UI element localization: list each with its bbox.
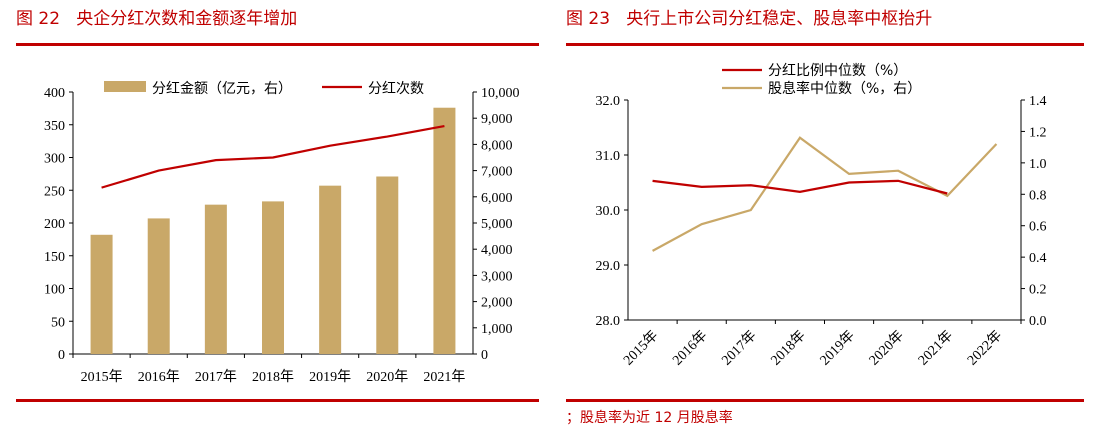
right-tick-label: 1.4 bbox=[1029, 94, 1047, 109]
legend-label-ratio: 分红比例中位数（%） bbox=[768, 63, 907, 79]
payout-ratio-line bbox=[652, 179, 948, 195]
dividend-count-amount-chart: 0 50 100 150 200 250 300 350 400 0 1,000 2,000 3,000… bbox=[44, 81, 520, 385]
x-tick-label: 2020年 bbox=[866, 328, 907, 369]
right-tick-label: 3,000 bbox=[481, 269, 513, 284]
right-tick-label: 8,000 bbox=[481, 138, 513, 153]
x-tick-label: 2017年 bbox=[195, 369, 237, 385]
left-tick-label: 150 bbox=[44, 250, 65, 265]
x-tick-label: 2018年 bbox=[768, 328, 809, 369]
left-tick-label: 300 bbox=[44, 152, 65, 167]
amount-bar bbox=[433, 107, 456, 354]
x-tick-label: 2019年 bbox=[309, 369, 351, 385]
right-tick-label: 0.8 bbox=[1029, 188, 1047, 203]
right-tick-label: 10,000 bbox=[481, 86, 520, 101]
left-tick-label: 350 bbox=[44, 119, 65, 134]
right-tick-label: 9,000 bbox=[481, 112, 513, 127]
x-tick-label: 2015年 bbox=[81, 369, 123, 385]
left-tick-label: 0 bbox=[58, 348, 65, 363]
left-tick-label: 29.0 bbox=[596, 259, 621, 274]
left-tick-label: 30.0 bbox=[596, 204, 621, 219]
x-tick-label: 2019年 bbox=[817, 328, 858, 369]
x-tick-label: 2015年 bbox=[620, 328, 661, 369]
right-tick-label: 5,000 bbox=[481, 217, 513, 232]
amount-bar bbox=[319, 185, 342, 354]
right-tick-label: 4,000 bbox=[481, 243, 513, 258]
right-tick-label: 0.6 bbox=[1029, 220, 1047, 235]
dividend-ratio-yield-chart: 28.0 29.0 30.0 31.0 32.0 0.0 0.2 0.4 0.6 0.8 1.0 1.… bbox=[596, 63, 1047, 369]
x-tick-label: 2020年 bbox=[366, 369, 408, 385]
amount-bar bbox=[262, 201, 284, 354]
right-tick-label: 1,000 bbox=[481, 322, 513, 337]
left-tick-label: 250 bbox=[44, 184, 65, 199]
amount-bar bbox=[90, 234, 113, 354]
x-tick-label: 2021年 bbox=[915, 328, 956, 369]
dividend-yield-line bbox=[652, 136, 998, 252]
legend-label-amount: 分红金额（亿元，右） bbox=[152, 81, 292, 97]
x-tick-label: 2022年 bbox=[964, 328, 1005, 369]
legend-label-count: 分红次数 bbox=[368, 81, 424, 97]
right-tick-label: 0.0 bbox=[1029, 314, 1047, 329]
right-tick-label: 0.4 bbox=[1029, 251, 1047, 266]
right-tick-label: 1.0 bbox=[1029, 157, 1047, 172]
left-tick-label: 31.0 bbox=[596, 149, 621, 164]
right-tick-label: 6,000 bbox=[481, 191, 513, 206]
count-line bbox=[101, 124, 445, 189]
right-tick-label: 0 bbox=[481, 348, 488, 363]
x-tick-label: 2021年 bbox=[423, 369, 465, 385]
x-tick-label: 2018年 bbox=[252, 369, 294, 385]
left-figure-title: 图 22 央企分红次数和金额逐年增加 bbox=[16, 9, 298, 29]
amount-bar bbox=[204, 204, 227, 354]
legend-swatch-amount bbox=[104, 81, 146, 92]
left-tick-label: 32.0 bbox=[596, 94, 621, 109]
right-tick-label: 2,000 bbox=[481, 296, 513, 311]
left-top-rule bbox=[16, 43, 539, 46]
left-tick-label: 28.0 bbox=[596, 314, 621, 329]
chart-footnote: ；股息率为近 12 月股息率 bbox=[566, 410, 733, 426]
amount-bar bbox=[147, 218, 170, 354]
legend-label-yield: 股息率中位数（%，右） bbox=[768, 80, 921, 97]
right-tick-label: 1.2 bbox=[1029, 125, 1047, 140]
x-tick-label: 2017年 bbox=[719, 328, 760, 369]
left-tick-label: 200 bbox=[44, 217, 65, 232]
amount-bar bbox=[376, 176, 399, 354]
right-tick-label: 0.2 bbox=[1029, 283, 1047, 298]
right-figure-title: 图 23 央行上市公司分红稳定、股息率中枢抬升 bbox=[566, 9, 933, 29]
x-tick-label: 2016年 bbox=[670, 328, 711, 369]
left-tick-label: 100 bbox=[44, 283, 65, 298]
right-tick-label: 7,000 bbox=[481, 165, 513, 180]
right-top-rule bbox=[566, 43, 1084, 46]
left-tick-label: 400 bbox=[44, 86, 65, 101]
left-bottom-rule bbox=[16, 399, 539, 402]
right-bottom-rule bbox=[566, 399, 1084, 402]
x-tick-label: 2016年 bbox=[138, 369, 180, 385]
left-tick-label: 50 bbox=[51, 315, 65, 330]
